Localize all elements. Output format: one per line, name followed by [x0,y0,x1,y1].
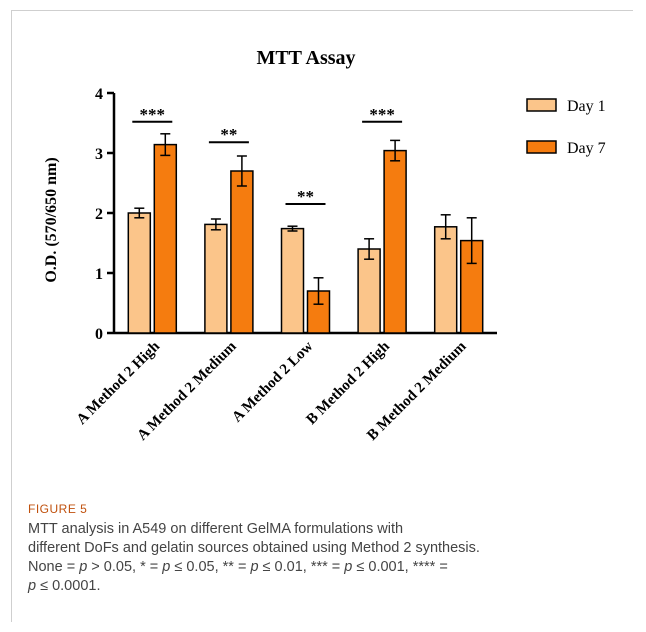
caption-line-3-part: ≤ 0.05, ** = [170,559,251,575]
legend: Day 1 Day 7 [526,98,606,157]
bar-day7 [153,143,178,334]
figure-left-rule [11,10,12,622]
bar-day1 [280,227,305,334]
chart-title: MTT Assay [256,47,355,69]
y-tick-label: 3 [95,146,103,163]
caption-line-3-part: > 0.05, * = [87,559,163,575]
bar-day7 [383,149,407,334]
caption-line-2: different DoFs and gelatin sources obtai… [28,540,480,556]
caption-line-3-part: None = [28,559,80,575]
legend-swatch-day7 [526,140,557,154]
caption-line-3-part: ≤ 0.01, *** = [258,559,345,575]
bar-day7 [230,170,254,334]
mtt-bar-chart: MTT Assay O.D. (570/650 nm) 0 1 2 3 4 A Metho… [43,47,606,444]
caption-line-4-part: ≤ 0.0001. [36,578,101,594]
y-tick-label: 1 [95,266,103,283]
y-tick-label: 2 [95,206,103,223]
figure-top-rule [11,10,633,11]
caption-line-3-part: p [79,559,88,575]
figure-caption: MTT analysis in A549 on different GelMA … [28,520,618,596]
bar-day1 [127,212,152,334]
caption-line-1: MTT analysis in A549 on different GelMA … [28,521,404,537]
legend-label-day1: Day 1 [567,98,606,115]
x-tick-label: B Method 2 High [304,338,394,428]
caption-line-3: None = p > 0.05, * = p ≤ 0.05, ** = p ≤ … [28,559,448,575]
y-tick-label: 4 [95,86,103,103]
x-tick-label: A Method 2 High [74,338,164,428]
legend-label-day7: Day 7 [567,140,606,157]
bar-day1 [357,248,381,334]
caption-line-4-part: p [28,578,37,594]
figure-label: FIGURE 5 [28,502,88,516]
caption-line-3-part: p [162,559,171,575]
significance-stars: ** [220,125,237,144]
caption-line-3-part: p [250,559,259,575]
significance-stars: *** [140,105,166,124]
y-tick-label: 0 [95,326,103,343]
caption-line-4: p ≤ 0.0001. [28,578,100,594]
bar-day1 [433,226,458,334]
significance-stars: ** [297,187,314,206]
significance-stars: *** [369,105,395,124]
y-axis-label: O.D. (570/650 nm) [43,157,60,282]
legend-swatch-day1 [526,98,557,112]
bar-day1 [204,223,228,334]
caption-line-3-part: p [344,559,353,575]
x-tick-label: A Method 2 Low [229,338,316,425]
caption-line-3-part: ≤ 0.001, **** = [352,559,448,575]
